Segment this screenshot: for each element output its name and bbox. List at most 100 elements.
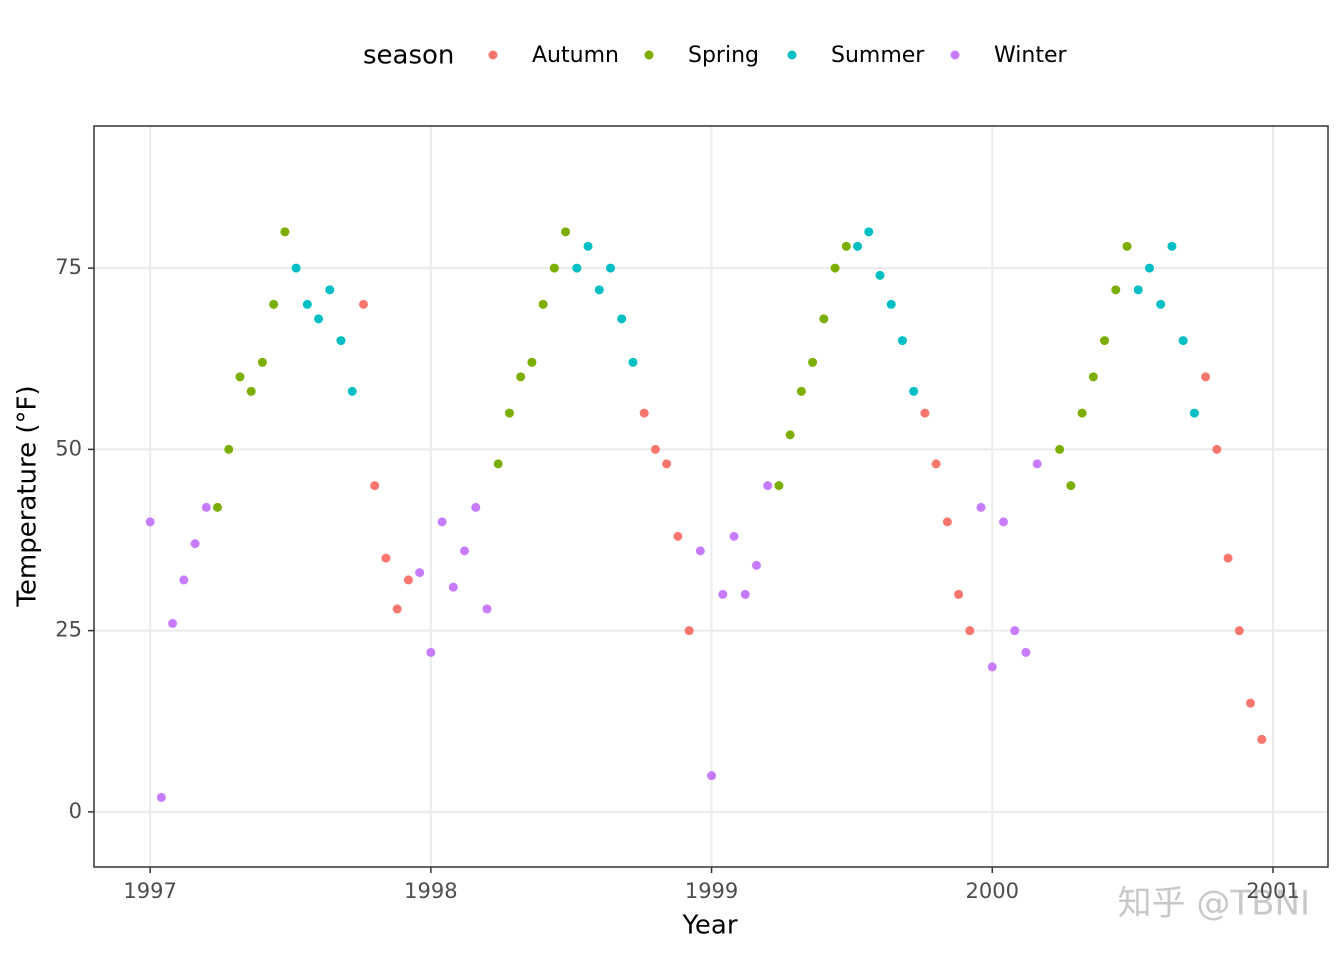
point bbox=[942, 517, 952, 527]
point bbox=[1257, 734, 1267, 744]
point bbox=[841, 241, 851, 251]
point bbox=[785, 430, 795, 440]
y-tick-label: 0 bbox=[69, 799, 82, 823]
point bbox=[516, 372, 526, 382]
point bbox=[864, 227, 874, 237]
legend-marker bbox=[644, 50, 654, 60]
point bbox=[920, 408, 930, 418]
point bbox=[998, 517, 1008, 527]
point bbox=[740, 589, 750, 599]
point bbox=[819, 314, 829, 324]
point bbox=[1178, 336, 1188, 346]
point bbox=[1100, 336, 1110, 346]
point bbox=[1055, 444, 1065, 454]
point bbox=[527, 357, 537, 367]
point bbox=[314, 314, 324, 324]
point bbox=[886, 299, 896, 309]
point bbox=[504, 408, 514, 418]
point bbox=[1156, 299, 1166, 309]
x-tick-label: 1997 bbox=[123, 879, 176, 903]
point bbox=[796, 386, 806, 396]
point bbox=[1201, 372, 1211, 382]
legend-label: Winter bbox=[994, 43, 1067, 68]
point bbox=[707, 771, 717, 781]
legend-label: Summer bbox=[831, 43, 925, 68]
point bbox=[269, 299, 279, 309]
point bbox=[1066, 481, 1076, 491]
point bbox=[1212, 444, 1222, 454]
point bbox=[572, 263, 582, 273]
legend-marker bbox=[488, 50, 498, 60]
x-tick-label: 2000 bbox=[966, 879, 1019, 903]
point bbox=[617, 314, 627, 324]
point bbox=[976, 502, 986, 512]
point bbox=[325, 285, 335, 295]
x-axis-title: Year bbox=[681, 911, 737, 941]
point bbox=[594, 285, 604, 295]
point bbox=[403, 575, 413, 585]
point bbox=[1234, 626, 1244, 636]
point bbox=[987, 662, 997, 672]
point bbox=[606, 263, 616, 273]
point bbox=[853, 241, 863, 251]
point bbox=[415, 568, 425, 578]
point bbox=[718, 589, 728, 599]
point bbox=[808, 357, 818, 367]
point bbox=[583, 241, 593, 251]
point bbox=[774, 481, 784, 491]
point bbox=[1032, 459, 1042, 469]
legend-marker bbox=[787, 50, 797, 60]
point bbox=[336, 336, 346, 346]
legend-title: season bbox=[363, 41, 454, 71]
point bbox=[1122, 241, 1132, 251]
x-tick-label: 2001 bbox=[1246, 879, 1299, 903]
point bbox=[965, 626, 975, 636]
point bbox=[347, 386, 357, 396]
point bbox=[695, 546, 705, 556]
point bbox=[168, 618, 178, 628]
x-tick-label: 1998 bbox=[404, 879, 457, 903]
point bbox=[673, 531, 683, 541]
point bbox=[729, 531, 739, 541]
point bbox=[1077, 408, 1087, 418]
point bbox=[224, 444, 234, 454]
point bbox=[471, 502, 481, 512]
point bbox=[628, 357, 638, 367]
point bbox=[213, 502, 223, 512]
point bbox=[639, 408, 649, 418]
point bbox=[763, 481, 773, 491]
y-tick-label: 75 bbox=[55, 255, 82, 279]
point bbox=[830, 263, 840, 273]
point bbox=[1246, 698, 1256, 708]
point bbox=[280, 227, 290, 237]
y-tick-label: 50 bbox=[55, 436, 82, 460]
point bbox=[650, 444, 660, 454]
point bbox=[392, 604, 402, 614]
point bbox=[1144, 263, 1154, 273]
legend-label: Spring bbox=[688, 43, 759, 68]
point bbox=[1111, 285, 1121, 295]
x-tick-label: 1999 bbox=[685, 879, 738, 903]
legend-label: Autumn bbox=[532, 43, 619, 68]
point bbox=[156, 792, 166, 802]
point bbox=[381, 553, 391, 563]
point bbox=[179, 575, 189, 585]
point bbox=[1167, 241, 1177, 251]
point bbox=[257, 357, 267, 367]
point bbox=[302, 299, 312, 309]
point bbox=[684, 626, 694, 636]
point bbox=[909, 386, 919, 396]
point bbox=[291, 263, 301, 273]
point bbox=[538, 299, 548, 309]
point bbox=[662, 459, 672, 469]
point bbox=[751, 560, 761, 570]
point bbox=[1021, 647, 1031, 657]
point bbox=[1010, 626, 1020, 636]
point bbox=[201, 502, 211, 512]
point bbox=[1189, 408, 1199, 418]
point bbox=[875, 270, 885, 280]
point bbox=[145, 517, 155, 527]
point bbox=[1133, 285, 1143, 295]
point bbox=[460, 546, 470, 556]
